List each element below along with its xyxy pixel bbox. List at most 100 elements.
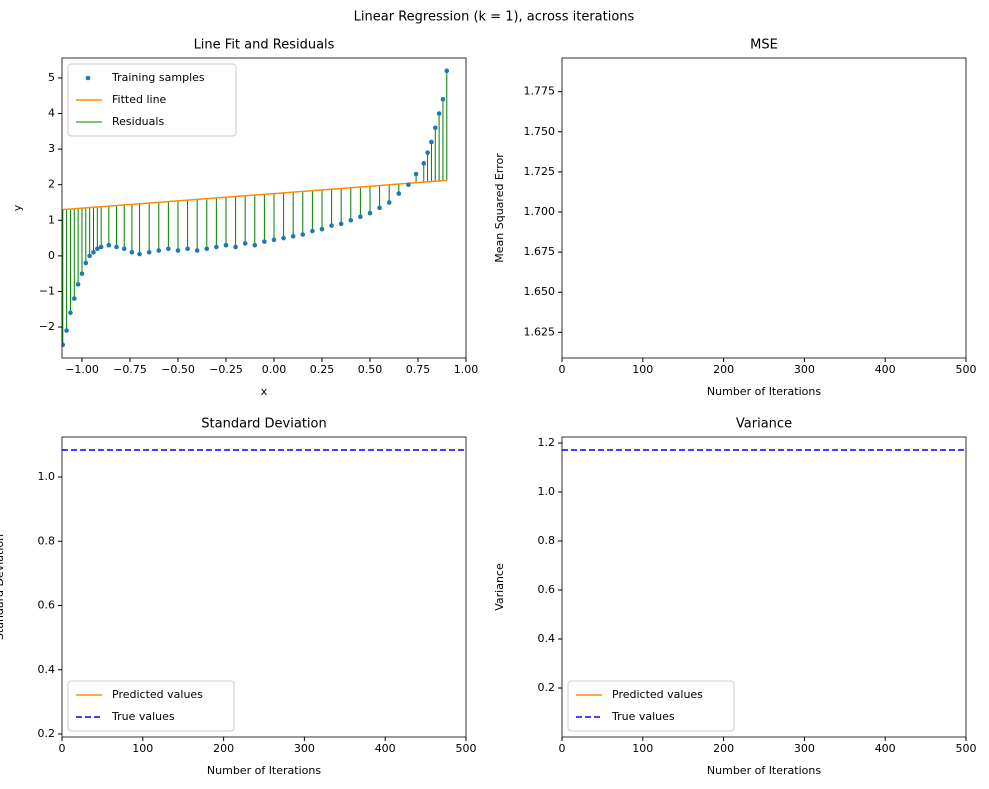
sample-point — [121, 246, 127, 252]
sample-point — [95, 246, 100, 252]
x-axis-label: Number of Iterations — [207, 764, 321, 777]
legend-label: Predicted values — [612, 688, 703, 701]
legend-box — [67, 63, 237, 137]
y-tick-label: 3 — [48, 142, 55, 155]
sample-point — [300, 232, 306, 237]
x-tick-label: 0.75 — [406, 363, 431, 376]
y-tick-label: 0.6 — [538, 583, 556, 596]
sample-point — [436, 111, 442, 116]
x-tick-label: 300 — [294, 742, 315, 755]
y-tick-label: 2 — [48, 178, 55, 191]
y-tick-label: 1.0 — [538, 485, 556, 498]
x-tick-label: 500 — [956, 363, 977, 376]
sample-point — [114, 244, 119, 250]
sample-point — [79, 271, 85, 276]
panel-title: MSE — [750, 38, 778, 53]
x-tick-label: 100 — [632, 742, 653, 755]
sample-point — [62, 342, 66, 348]
y-tick-label: −1 — [39, 284, 55, 297]
x-tick-label: 300 — [794, 363, 815, 376]
y-axis-label: y — [11, 204, 24, 211]
sample-point — [106, 242, 112, 248]
axes-frame — [561, 57, 967, 359]
x-axis-label: Number of Iterations — [707, 764, 821, 777]
sample-point — [233, 244, 238, 250]
x-tick-label: 200 — [713, 363, 734, 376]
sample-point — [290, 233, 296, 239]
x-tick-label: 0 — [559, 742, 566, 755]
sample-point — [252, 242, 258, 248]
sample-point — [129, 250, 135, 255]
y-tick-label: 1.675 — [524, 245, 556, 258]
x-tick-label: −1.00 — [65, 363, 99, 376]
sample-point — [87, 253, 92, 259]
sample-point — [146, 250, 152, 255]
sample-point — [91, 250, 96, 255]
sample-point — [156, 248, 162, 253]
legend-box — [567, 680, 735, 732]
y-tick-label: 0.8 — [38, 534, 56, 547]
sample-point — [83, 260, 89, 266]
sample-point — [68, 310, 73, 316]
figure-title: Linear Regression (k = 1), across iterat… — [354, 10, 635, 25]
y-tick-label: 0.2 — [38, 727, 56, 740]
x-tick-label: −0.25 — [209, 363, 243, 376]
x-tick-label: 400 — [875, 363, 896, 376]
panel-title: Variance — [736, 417, 792, 432]
sample-point — [444, 68, 450, 74]
sample-point — [71, 296, 77, 301]
legend-label: Residuals — [112, 115, 164, 128]
sample-point — [406, 182, 411, 187]
sample-point — [348, 217, 354, 223]
sample-point — [242, 241, 248, 246]
y-axis-label: Variance — [493, 563, 506, 611]
sample-point — [310, 228, 315, 234]
x-tick-label: 0.00 — [262, 363, 287, 376]
series-line — [62, 179, 447, 211]
x-tick-label: 300 — [794, 742, 815, 755]
sample-point — [413, 171, 419, 177]
sample-point — [204, 246, 210, 252]
sample-point — [185, 246, 190, 252]
sample-point — [319, 226, 325, 232]
x-tick-label: 1.00 — [454, 363, 479, 376]
sample-point — [75, 282, 81, 287]
x-tick-label: 200 — [713, 742, 734, 755]
y-tick-label: 0.4 — [38, 663, 56, 676]
y-axis-label: Standard Deviation — [0, 534, 6, 640]
y-tick-label: 0.6 — [38, 599, 56, 612]
x-axis-label: Number of Iterations — [707, 385, 821, 398]
x-tick-label: 500 — [956, 742, 977, 755]
y-tick-label: 5 — [48, 71, 55, 84]
sample-point — [377, 205, 382, 211]
legend-label: Training samples — [111, 71, 205, 84]
legend-label: Fitted line — [112, 93, 167, 106]
x-tick-label: 0 — [559, 363, 566, 376]
legend-label: Predicted values — [112, 688, 203, 701]
y-tick-label: 1.750 — [524, 125, 556, 138]
sample-point — [338, 221, 344, 227]
sample-point — [166, 246, 171, 252]
sample-point — [214, 244, 219, 250]
x-tick-label: −0.50 — [161, 363, 195, 376]
axes-frame — [61, 436, 467, 738]
x-tick-label: 100 — [632, 363, 653, 376]
x-tick-label: 100 — [132, 742, 153, 755]
legend-box — [67, 680, 235, 732]
y-tick-label: 4 — [48, 107, 55, 120]
sample-point — [425, 150, 430, 155]
sample-point — [440, 96, 446, 102]
sample-point — [262, 239, 267, 244]
x-tick-label: 200 — [213, 742, 234, 755]
sample-point — [194, 248, 200, 253]
sample-point — [432, 125, 438, 131]
x-tick-label: 0.25 — [310, 363, 335, 376]
legend-swatch — [85, 75, 91, 81]
sample-point — [64, 328, 69, 333]
axes-frame — [61, 57, 467, 359]
sample-point — [137, 251, 142, 257]
sample-point — [98, 244, 104, 250]
legend-label: True values — [611, 710, 675, 723]
x-tick-label: −0.75 — [113, 363, 147, 376]
